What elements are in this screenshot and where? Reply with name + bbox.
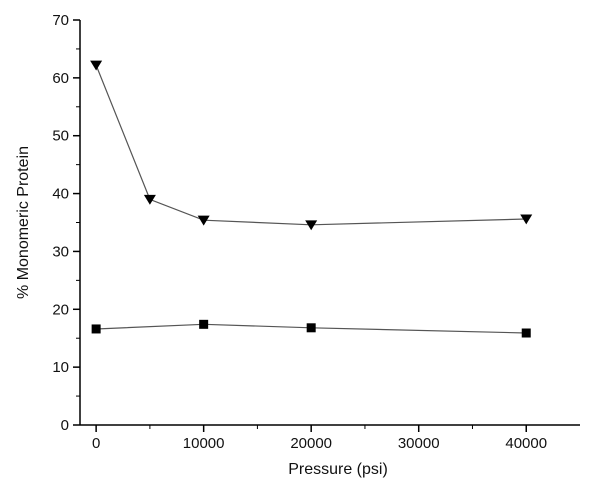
triangle-marker	[520, 214, 533, 225]
series-2	[91, 319, 531, 338]
y-tick-label: 40	[52, 186, 69, 203]
series-line	[95, 64, 527, 226]
square-marker	[91, 324, 101, 334]
series-line	[96, 323, 527, 334]
y-axis-title: % Monomeric Protein	[15, 146, 32, 299]
y-tick-label: 0	[61, 417, 69, 434]
triangle-marker	[305, 220, 318, 231]
x-tick-label: 40000	[505, 435, 547, 452]
square-marker	[199, 319, 209, 329]
y-tick-label: 50	[52, 128, 69, 145]
axes: 0 10 20 30 40 50 60 70 0 10000 20000 30000 40000	[52, 12, 580, 452]
x-axis-title: Pressure (psi)	[288, 461, 388, 478]
y-tick-label: 10	[52, 359, 69, 376]
x-tick-label: 10000	[183, 435, 225, 452]
y-tick-label: 20	[52, 301, 69, 318]
y-tick-label: 60	[52, 70, 69, 87]
series-layer	[90, 60, 533, 338]
square-marker	[306, 323, 316, 333]
x-tick-label: 20000	[290, 435, 332, 452]
x-tick-label: 30000	[398, 435, 440, 452]
y-tick-label: 70	[52, 12, 69, 29]
triangle-marker	[90, 60, 103, 71]
triangle-marker	[143, 194, 156, 205]
square-marker	[521, 328, 531, 338]
x-tick-label: 0	[92, 435, 100, 452]
y-tick-label: 30	[52, 243, 69, 260]
triangle-marker	[197, 215, 210, 226]
series-1	[90, 60, 533, 231]
